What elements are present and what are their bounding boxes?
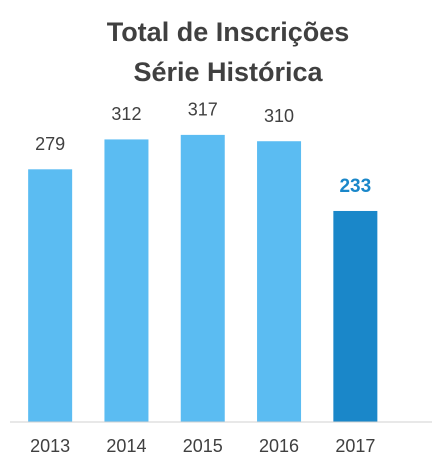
value-label: 310 bbox=[264, 106, 294, 126]
value-label: 233 bbox=[339, 176, 371, 197]
x-tick-label: 2013 bbox=[30, 436, 70, 456]
x-tick-label: 2017 bbox=[335, 436, 375, 456]
bar bbox=[180, 134, 225, 423]
x-tick-label: 2015 bbox=[183, 436, 223, 456]
bar bbox=[257, 141, 302, 422]
x-tick-label: 2014 bbox=[106, 436, 146, 456]
value-label: 317 bbox=[188, 100, 218, 120]
x-tick-label: 2016 bbox=[259, 436, 299, 456]
chart-title: Total de Inscrições bbox=[107, 17, 350, 47]
bar bbox=[28, 169, 73, 422]
value-label: 279 bbox=[35, 134, 65, 154]
bar bbox=[333, 210, 378, 422]
chart-subtitle: Série Histórica bbox=[133, 57, 323, 87]
bar bbox=[104, 139, 149, 422]
value-label: 312 bbox=[111, 104, 141, 124]
